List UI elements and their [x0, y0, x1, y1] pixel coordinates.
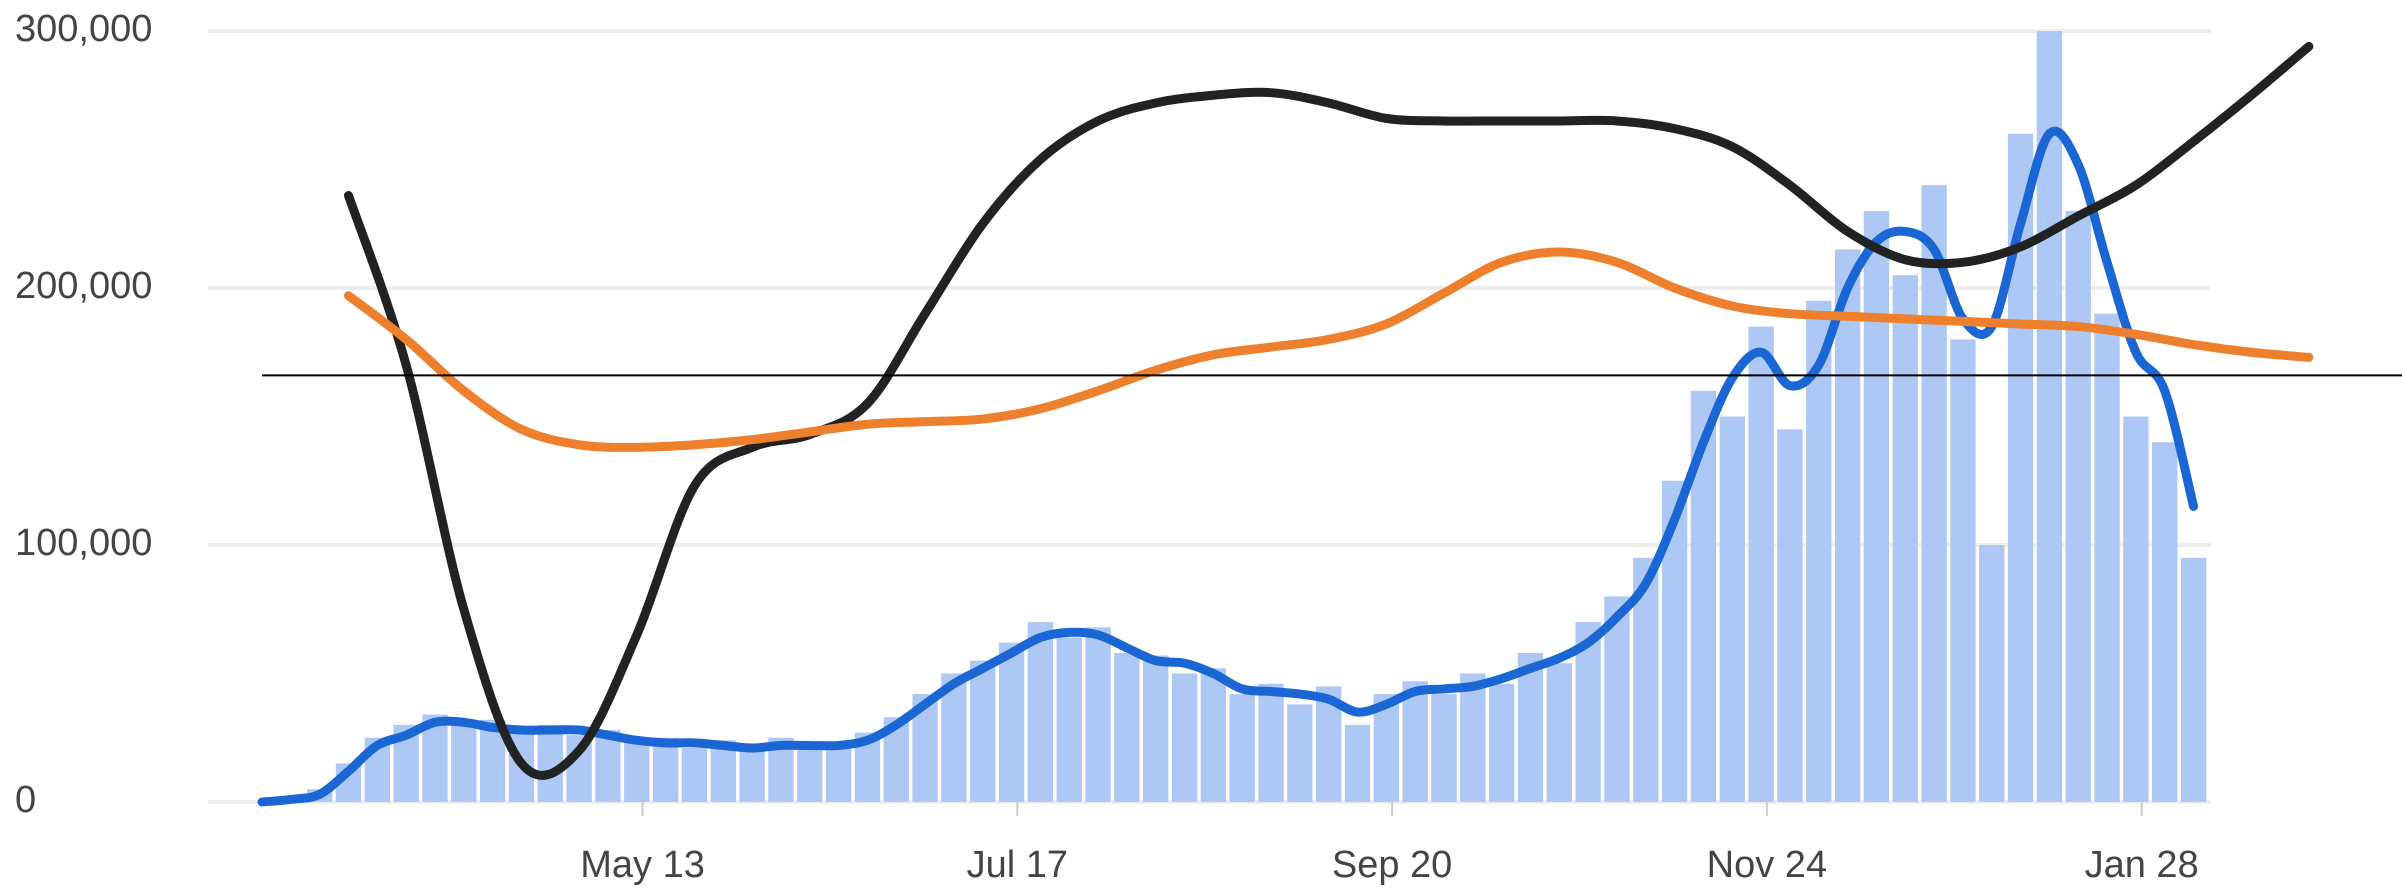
- bar: [1027, 622, 1054, 802]
- bar: [1834, 249, 1861, 802]
- bar: [1517, 652, 1544, 802]
- y-tick-label: 200,000: [15, 265, 152, 307]
- bar: [1979, 545, 2005, 802]
- bar: [1143, 655, 1169, 802]
- bar: [1460, 673, 1486, 802]
- y-tick-label: 0: [15, 779, 36, 821]
- bar: [1488, 683, 1515, 802]
- x-tick-label: Nov 24: [1707, 844, 1827, 886]
- x-tick-label: Sep 20: [1332, 844, 1452, 886]
- bar: [1258, 683, 1284, 802]
- bar: [624, 742, 650, 802]
- bar: [652, 737, 679, 802]
- line: [343, 247, 2314, 452]
- y-tick-label: 300,000: [15, 8, 152, 50]
- bar: [1950, 339, 1976, 802]
- bar: [1171, 673, 1198, 802]
- bar: [797, 748, 823, 802]
- bar: [537, 724, 563, 802]
- x-tick-label: Jan 28: [2085, 844, 2199, 886]
- bar: [2152, 442, 2178, 802]
- bar: [739, 750, 765, 802]
- bar: [1287, 704, 1313, 802]
- bar: [1085, 627, 1111, 802]
- bar: [1229, 694, 1255, 802]
- bar: [970, 660, 996, 802]
- bar: [1748, 326, 1774, 802]
- bar: [1806, 300, 1832, 802]
- bar: [1546, 663, 1572, 802]
- x-tick-label: May 13: [580, 844, 705, 886]
- bar: [1056, 637, 1082, 802]
- x-tick-label: Jul 17: [967, 844, 1068, 886]
- y-tick-label: 100,000: [15, 522, 152, 564]
- bar: [1344, 724, 1371, 802]
- bar: [2180, 557, 2207, 802]
- bar: [1892, 275, 1918, 802]
- bar: [2123, 416, 2149, 802]
- bar: [1431, 694, 1457, 802]
- bar: [2094, 313, 2120, 802]
- bar: [1777, 429, 1803, 802]
- bar: [451, 724, 477, 802]
- bar: [1719, 416, 1745, 802]
- bar: [825, 742, 852, 802]
- bar: [1921, 185, 1947, 802]
- bar: [1114, 652, 1140, 802]
- bar: [681, 748, 708, 802]
- bar: [1863, 210, 1890, 802]
- bar: [1402, 681, 1428, 802]
- bar: [998, 642, 1025, 802]
- bar: [595, 730, 621, 802]
- line: [343, 41, 2314, 780]
- bar: [1200, 668, 1227, 802]
- bar: [2065, 210, 2091, 802]
